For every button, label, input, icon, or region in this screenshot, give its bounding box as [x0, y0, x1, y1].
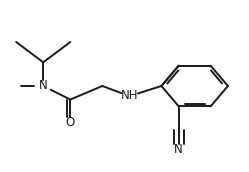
Text: O: O — [66, 116, 75, 129]
Text: NH: NH — [121, 89, 138, 102]
Text: N: N — [39, 79, 48, 92]
Text: N: N — [174, 143, 183, 156]
